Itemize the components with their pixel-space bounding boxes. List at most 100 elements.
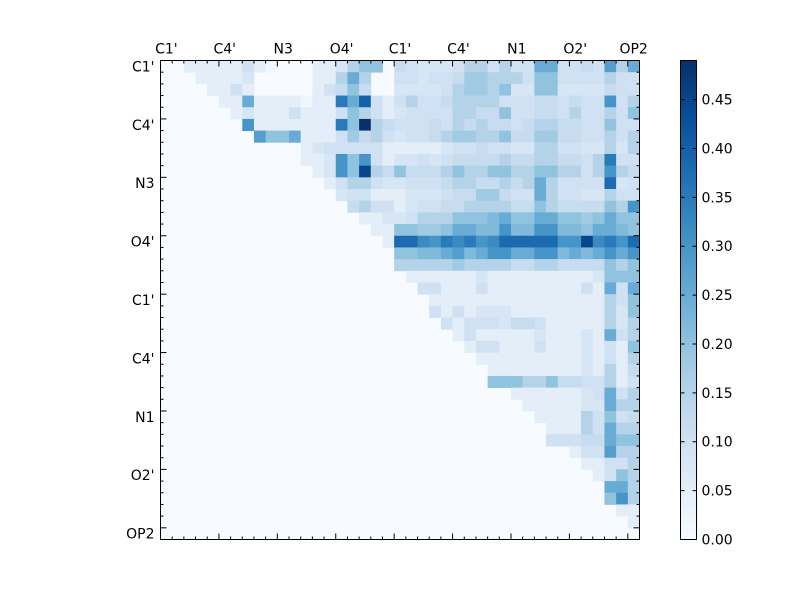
heatmap-cell (616, 457, 629, 470)
heatmap-cell (464, 305, 477, 318)
heatmap-cell (604, 294, 617, 307)
heatmap-cell (616, 83, 629, 96)
heatmap-cell (546, 410, 559, 424)
heatmap-cell (394, 212, 407, 225)
heatmap-cell (522, 387, 535, 400)
heatmap-cell (475, 329, 489, 342)
heatmap-cell (487, 165, 500, 178)
heatmap-cell (405, 95, 418, 108)
heatmap-cell (604, 200, 617, 213)
heatmap-cell (405, 270, 418, 283)
heatmap-cell (429, 153, 442, 167)
heatmap-cell (581, 329, 594, 342)
heatmap-cell (417, 130, 430, 143)
heatmap-cell (405, 142, 418, 155)
heatmap-cell (464, 224, 477, 237)
heatmap-cell (627, 83, 640, 96)
heatmap-cell (616, 130, 629, 143)
heatmap-cell (510, 317, 524, 330)
heatmap-cell (522, 153, 535, 167)
heatmap-cell (452, 72, 465, 85)
heatmap-cell (627, 118, 640, 131)
heatmap-cell (417, 259, 430, 272)
heatmap-cell (429, 305, 442, 318)
heatmap-cell (253, 130, 267, 143)
heatmap-cell (324, 95, 337, 108)
heatmap-cell (569, 434, 582, 447)
heatmap-cell (429, 224, 442, 237)
heatmap-cell (546, 200, 559, 213)
heatmap-cell (604, 492, 617, 505)
heatmap-cell (510, 165, 524, 178)
heatmap-cell (359, 95, 372, 108)
heatmap-cell (382, 107, 395, 120)
heatmap-cell (534, 165, 547, 178)
heatmap-cell (417, 247, 430, 260)
heatmap-cell (581, 130, 594, 143)
heatmap-cell (265, 95, 278, 108)
heatmap-cell (464, 177, 477, 190)
heatmap-cell (569, 212, 582, 225)
colorbar-tick-label: 0.40 (702, 141, 733, 157)
heatmap-cell (604, 60, 617, 73)
heatmap-cell (592, 305, 605, 318)
heatmap-cell (569, 130, 582, 143)
heatmap-cell (604, 410, 617, 424)
heatmap-cell (557, 83, 570, 96)
heatmap-cell (382, 118, 395, 131)
heatmap-cell (499, 130, 512, 143)
heatmap-cell (546, 364, 559, 377)
heatmap-cell (464, 235, 477, 248)
heatmap-cell (569, 224, 582, 237)
heatmap-cell (207, 60, 220, 73)
heatmap-cell (417, 189, 430, 202)
x-tick-label: N3 (273, 42, 292, 58)
heatmap-cell (557, 364, 570, 377)
heatmap-cell (592, 422, 605, 435)
heatmap-cell (534, 364, 547, 377)
heatmap-cell (546, 270, 559, 283)
heatmap-cell (616, 481, 629, 494)
heatmap-cell (394, 130, 407, 143)
heatmap-cell (510, 83, 524, 96)
heatmap-cell (429, 259, 442, 272)
heatmap-cell (487, 189, 500, 202)
heatmap-cell (627, 212, 640, 225)
heatmap-cell (522, 107, 535, 120)
heatmap-cell (312, 72, 325, 85)
heatmap-cell (417, 72, 430, 85)
heatmap-cell (487, 270, 500, 283)
heatmap-cell (510, 270, 524, 283)
heatmap-cell (499, 60, 512, 73)
heatmap-cell (616, 60, 629, 73)
heatmap-cell (510, 130, 524, 143)
heatmap-cell (569, 364, 582, 377)
heatmap-cell (405, 165, 418, 178)
heatmap-cell (487, 294, 500, 307)
x-tick-label: N1 (507, 42, 526, 58)
heatmap-cell (464, 259, 477, 272)
y-tick-label: O2' (131, 468, 155, 484)
heatmap-cell (218, 60, 231, 73)
heatmap-cell (569, 235, 582, 248)
x-tick-label: OP2 (619, 42, 647, 58)
heatmap-cell (546, 95, 559, 108)
heatmap-cell (627, 247, 640, 260)
colorbar-tick-label: 0.35 (702, 190, 733, 206)
heatmap-cell (312, 165, 325, 178)
heatmap-cell (581, 434, 594, 447)
heatmap-cell (417, 282, 430, 295)
heatmap-cell (616, 270, 629, 283)
heatmap-cell (522, 224, 535, 237)
heatmap-cell (581, 60, 594, 73)
heatmap-cell (370, 107, 383, 120)
heatmap-cell (230, 60, 243, 73)
heatmap-cell (429, 294, 442, 307)
heatmap-cell (499, 364, 512, 377)
heatmap-cell (569, 72, 582, 85)
heatmap-cell (394, 107, 407, 120)
y-tick-label: O4' (131, 235, 155, 251)
heatmap-cell (510, 305, 524, 318)
heatmap-cell (359, 177, 372, 190)
heatmap-cell (359, 153, 372, 167)
